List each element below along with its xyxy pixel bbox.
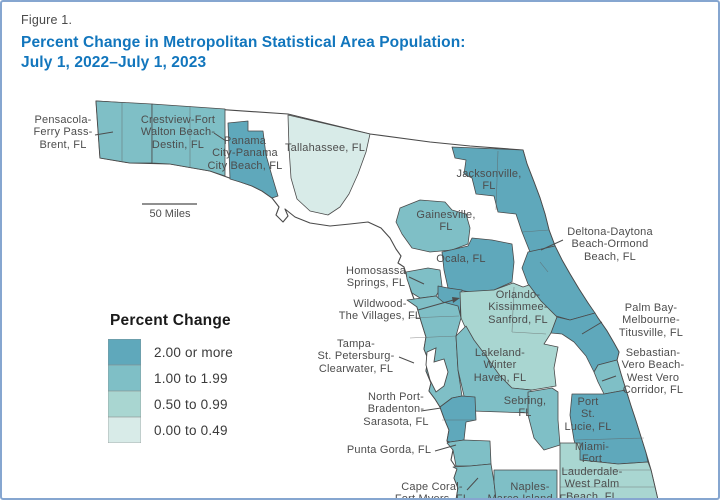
legend-item: 2.00 or more xyxy=(108,339,233,365)
wildwood-arrowhead-icon xyxy=(452,297,460,303)
scale-bar-label: 50 Miles xyxy=(149,208,191,220)
region-pensacola xyxy=(95,100,153,164)
label-homosassa: Homosassa Springs, FL xyxy=(346,265,406,290)
label-gainesville: Gainesville, FL xyxy=(416,209,476,234)
label-leader-lines xyxy=(94,131,617,491)
label-lakeland: Lakeland- Winter Haven, FL xyxy=(473,347,527,384)
figure-number: Figure 1. xyxy=(21,13,73,27)
county-lines xyxy=(121,103,655,488)
legend-item-label: 1.00 to 1.99 xyxy=(154,370,228,386)
label-palm-bay: Palm Bay- Melbourne- Titusville, FL xyxy=(618,302,684,339)
label-punta-gorda: Punta Gorda, FL xyxy=(346,444,432,456)
legend-item: 0.00 to 0.49 xyxy=(108,417,233,443)
label-tampa: Tampa- St. Petersburg- Clearwater, FL xyxy=(317,338,395,375)
label-pensacola: Pensacola- Ferry Pass- Brent, FL xyxy=(33,114,93,151)
label-wildwood: Wildwood- The Villages, FL xyxy=(338,298,422,323)
label-ocala: Ocala, FL xyxy=(436,253,486,265)
tampa-bay-water xyxy=(425,347,449,393)
region-port-st-lucie xyxy=(569,389,649,465)
legend-title: Percent Change xyxy=(110,312,231,329)
region-tallahassee xyxy=(287,114,371,216)
label-orlando: Orlando- Kissimmee- Sanford, FL xyxy=(488,289,548,326)
label-jacksonville: Jacksonville, FL xyxy=(456,168,522,193)
label-deltona: Deltona-Daytona Beach-Ormond Beach, FL xyxy=(567,226,653,263)
legend-swatch-icon xyxy=(108,365,141,391)
region-lakeland xyxy=(455,325,532,414)
label-port-st-lucie: Port St. Lucie, FL xyxy=(564,396,612,433)
label-sebastian: Sebastian- Vero Beach- West Vero Corrido… xyxy=(621,347,685,397)
label-miami: Miami- Fort Lauderdale- West Palm Beach,… xyxy=(561,441,623,500)
region-crestview xyxy=(151,103,226,177)
legend-item-label: 0.00 to 0.49 xyxy=(154,422,228,438)
map-legend: Percent Change 2.00 or more 1.00 to 1.99… xyxy=(108,312,233,443)
label-north-port: North Port- Bradenton- Sarasota, FL xyxy=(363,391,429,428)
region-gainesville xyxy=(395,199,471,253)
legend-item-label: 0.50 to 0.99 xyxy=(154,396,228,412)
label-sebring: Sebring, FL xyxy=(503,395,547,420)
region-miami xyxy=(559,442,658,498)
legend-item: 1.00 to 1.99 xyxy=(108,365,233,391)
legend-swatch-icon xyxy=(108,391,141,417)
legend-item-label: 2.00 or more xyxy=(154,344,233,360)
region-ocala xyxy=(441,237,515,293)
label-panama-city: Panama City-Panama City Beach, FL xyxy=(207,135,283,172)
region-naples xyxy=(493,469,558,498)
legend-swatch-icon xyxy=(108,339,141,365)
label-tallahassee: Tallahassee, FL xyxy=(284,142,366,154)
region-north-port xyxy=(439,395,477,443)
label-naples: Naples- Marco Island, FL xyxy=(487,481,573,500)
label-crestview: Crestview-Fort Walton Beach- Destin, FL xyxy=(140,114,216,151)
region-sebastian xyxy=(593,359,627,395)
legend-swatch-icon xyxy=(108,417,141,443)
legend-item: 0.50 to 0.99 xyxy=(108,391,233,417)
label-cape-coral: Cape Coral- Fort Myers, FL xyxy=(394,481,470,500)
figure-title: Percent Change in Metropolitan Statistic… xyxy=(21,34,466,71)
region-panama-city xyxy=(227,120,279,199)
region-cape-coral xyxy=(452,463,497,498)
